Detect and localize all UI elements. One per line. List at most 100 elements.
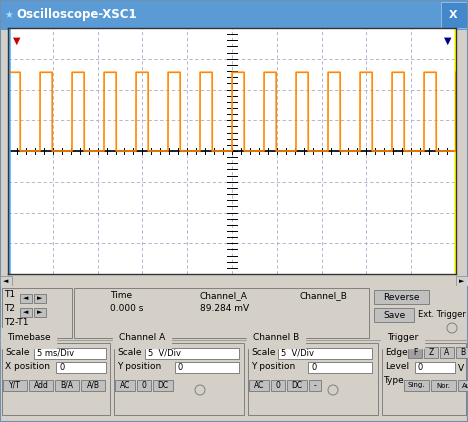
Text: -: -	[314, 381, 316, 390]
Text: Time: Time	[110, 291, 132, 300]
Bar	[456, 347, 468, 358]
Bar	[287, 380, 307, 391]
Text: ►: ►	[459, 278, 465, 284]
Bar	[20, 308, 32, 317]
Text: Channel A: Channel A	[119, 333, 165, 343]
Bar	[115, 380, 135, 391]
Text: Nor.: Nor.	[437, 382, 451, 389]
Text: Edge: Edge	[385, 348, 408, 357]
Text: Channel B: Channel B	[253, 333, 299, 343]
Text: F: F	[413, 348, 417, 357]
Text: ►: ►	[37, 295, 43, 301]
Text: Y position: Y position	[117, 362, 161, 371]
Text: Timebase: Timebase	[7, 333, 51, 343]
Bar	[440, 347, 454, 358]
Bar	[56, 362, 106, 373]
Bar	[374, 308, 414, 322]
Text: 0: 0	[59, 363, 64, 372]
Bar	[382, 343, 466, 415]
Bar	[248, 343, 378, 415]
Text: A/B: A/B	[87, 381, 100, 390]
Circle shape	[328, 385, 338, 395]
Text: A: A	[445, 348, 450, 357]
Text: ◄: ◄	[23, 309, 29, 316]
Text: ▼: ▼	[444, 35, 452, 46]
Text: V: V	[458, 364, 464, 373]
Text: ▼: ▼	[13, 35, 20, 46]
Text: Scale: Scale	[5, 348, 29, 357]
Text: B: B	[461, 348, 466, 357]
Bar	[458, 380, 468, 391]
Text: X position: X position	[5, 362, 50, 371]
Bar	[308, 362, 372, 373]
Bar	[431, 380, 456, 391]
Text: Z: Z	[428, 348, 434, 357]
Text: 5  V/Div: 5 V/Div	[281, 349, 314, 358]
Text: 89.284 mV: 89.284 mV	[200, 304, 249, 313]
Bar	[441, 3, 467, 27]
Bar	[20, 294, 32, 303]
Bar	[34, 308, 46, 317]
Text: 0: 0	[311, 363, 316, 372]
Text: 0: 0	[276, 381, 280, 390]
Text: Sing.: Sing.	[408, 382, 425, 389]
Bar	[415, 362, 455, 373]
Text: Level: Level	[385, 362, 409, 371]
Bar	[278, 348, 372, 359]
Text: Channel_A: Channel_A	[200, 291, 248, 300]
Bar	[3, 380, 27, 391]
Text: T2-T1: T2-T1	[4, 318, 29, 327]
Text: Auto: Auto	[462, 382, 468, 389]
Text: 5  V/Div: 5 V/Div	[148, 349, 181, 358]
Bar	[249, 380, 269, 391]
Text: Scale: Scale	[117, 348, 141, 357]
Bar	[74, 288, 369, 338]
Text: Ext. Trigger: Ext. Trigger	[418, 310, 466, 319]
Text: DC: DC	[157, 381, 168, 390]
Text: Y/T: Y/T	[9, 381, 21, 390]
Text: Channel_B: Channel_B	[300, 291, 348, 300]
Bar	[271, 380, 285, 391]
Text: AC: AC	[254, 381, 264, 390]
Bar	[114, 343, 244, 415]
Bar	[424, 347, 438, 358]
Bar	[153, 380, 173, 391]
Text: Oscilloscope-XSC1: Oscilloscope-XSC1	[16, 8, 137, 22]
Bar	[309, 380, 321, 391]
Bar	[404, 380, 429, 391]
Text: T1: T1	[4, 290, 15, 299]
Bar	[2, 343, 110, 415]
Text: B/A: B/A	[60, 381, 73, 390]
Text: ►: ►	[37, 309, 43, 316]
Bar	[34, 294, 46, 303]
Text: DC: DC	[292, 381, 303, 390]
Circle shape	[447, 323, 457, 333]
Text: 0.000 s: 0.000 s	[110, 304, 143, 313]
Text: Reverse: Reverse	[383, 292, 420, 301]
Bar	[29, 380, 53, 391]
Bar	[374, 290, 429, 304]
Circle shape	[195, 385, 205, 395]
Text: ★: ★	[4, 10, 13, 20]
Text: 0: 0	[418, 363, 423, 372]
Bar	[81, 380, 105, 391]
Text: Trigger: Trigger	[387, 333, 418, 343]
Bar	[34, 348, 106, 359]
Bar	[2, 288, 72, 338]
Bar	[0, 276, 12, 286]
Bar	[456, 276, 468, 286]
Bar	[137, 380, 151, 391]
Text: ◄: ◄	[3, 278, 9, 284]
Text: Type: Type	[383, 376, 404, 385]
Text: Scale: Scale	[251, 348, 276, 357]
Text: 0: 0	[141, 381, 146, 390]
Text: X: X	[449, 10, 458, 20]
Text: 5 ms/Div: 5 ms/Div	[37, 349, 74, 358]
Bar	[175, 362, 239, 373]
Text: T2: T2	[4, 304, 15, 313]
Bar	[145, 348, 239, 359]
Text: Add: Add	[34, 381, 48, 390]
Text: AC: AC	[120, 381, 130, 390]
Text: ◄: ◄	[23, 295, 29, 301]
Text: Save: Save	[383, 311, 405, 319]
